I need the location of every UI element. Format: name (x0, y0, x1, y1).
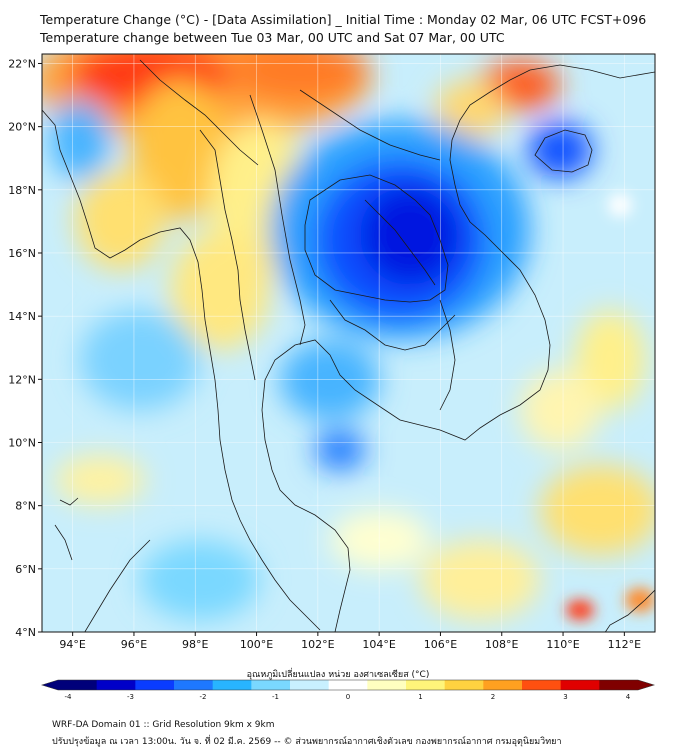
colorbar-title: อุณหภูมิเปลี่ยนแปลง หน่วย องศาเซลเซียส (… (246, 670, 430, 680)
longitude-axis: 94°E 96°E 98°E 100°E 102°E 104°E 106°E 108°E 110… (59, 632, 641, 651)
colorbar-outline (40, 679, 656, 691)
map-title: Temperature Change (°C) - [Data Assimila… (40, 12, 647, 27)
colorbar-segment (251, 680, 291, 690)
colorbar-min-arrow (42, 680, 58, 690)
colorbar-segment (406, 680, 446, 690)
lon-tick-label: 98°E (182, 638, 208, 651)
temperature-field (42, 54, 655, 620)
colorbar-tick-label: 4 (626, 693, 631, 701)
colorbar-segment (290, 680, 330, 690)
graticule (42, 54, 655, 632)
map-subtitle: Temperature change between Tue 03 Mar, 0… (40, 30, 505, 45)
lat-tick-label: 18°N (8, 184, 36, 197)
update-info: ปรับปรุงข้อมูล ณ เวลา 13:00น. วัน จ. ที่… (52, 737, 562, 747)
lat-tick-label: 14°N (8, 310, 36, 323)
lat-tick-label: 20°N (8, 121, 36, 134)
map-area (41, 53, 656, 633)
colorbar-segment (444, 680, 484, 690)
lon-tick-label: 110°E (546, 638, 579, 651)
lat-tick-label: 6°N (15, 563, 36, 576)
colorbar-max-arrow (638, 680, 654, 690)
lat-tick-label: 4°N (15, 626, 36, 639)
colorbar-tick-label: -2 (200, 693, 207, 701)
lon-tick-label: 112°E (608, 638, 641, 651)
latitude-axis: 22°N 20°N 18°N 16°N 14°N 12°N 10°N 8°N 6°N 4°N (8, 57, 42, 639)
colorbar-segment (135, 680, 175, 690)
colorbar-tick-label: -3 (127, 693, 134, 701)
model-info: WRF-DA Domain 01 :: Grid Resolution 9km … (52, 720, 275, 730)
colorbar-segment (96, 680, 136, 690)
colorbar-segment (328, 680, 368, 690)
colorbar-segment (560, 680, 600, 690)
colorbar-segment (483, 680, 523, 690)
colorbar-tick-label: 1 (418, 693, 422, 701)
colorbar-segment (174, 680, 214, 690)
colorbar-segment (367, 680, 407, 690)
lat-tick-label: 8°N (15, 500, 36, 513)
lon-tick-label: 106°E (424, 638, 457, 651)
lon-tick-label: 100°E (240, 638, 273, 651)
colorbar-segment (599, 680, 639, 690)
lon-tick-label: 102°E (301, 638, 334, 651)
colorbar-segment (522, 680, 562, 690)
lon-tick-label: 104°E (362, 638, 395, 651)
lon-tick-label: 108°E (485, 638, 518, 651)
colorbar-tick-label: 0 (346, 693, 350, 701)
colorbar-tick-label: -1 (272, 693, 279, 701)
lat-tick-label: 10°N (8, 436, 36, 449)
lat-tick-label: 12°N (8, 373, 36, 386)
lat-tick-label: 16°N (8, 247, 36, 260)
lon-tick-label: 94°E (59, 638, 85, 651)
colorbar-tick-label: -4 (65, 693, 73, 701)
colorbar-segment (212, 680, 252, 690)
colorbar-tick-label: 2 (491, 693, 495, 701)
coastlines-and-borders (42, 59, 655, 632)
colorbar: -4 -3 -2 -1 0 1 2 3 4 (40, 679, 656, 701)
lat-tick-label: 22°N (8, 57, 36, 70)
lon-tick-label: 96°E (121, 638, 147, 651)
colorbar-segment (58, 680, 98, 690)
colorbar-tick-label: 3 (563, 693, 567, 701)
